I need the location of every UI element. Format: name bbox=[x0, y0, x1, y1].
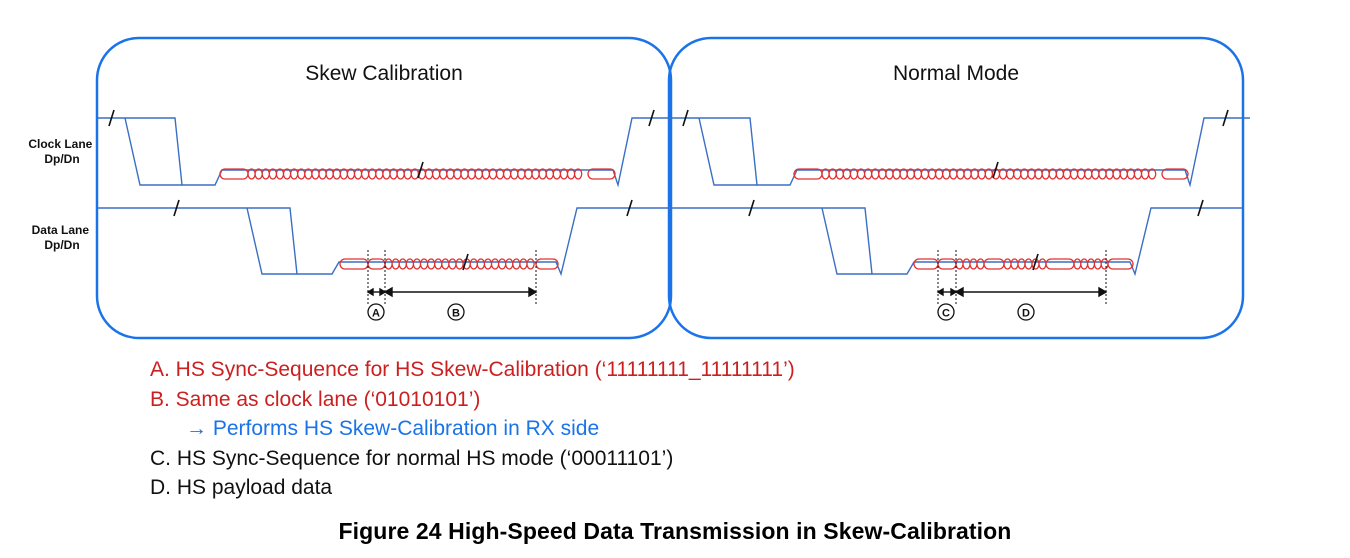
clock-lane-label: Clock Lane Dp/Dn bbox=[28, 137, 95, 166]
data-lane-label: Data Lane Dp/Dn bbox=[32, 223, 93, 252]
data-lane-signal-skew bbox=[97, 207, 671, 277]
skew-panel-title: Skew Calibration bbox=[305, 62, 463, 85]
break-mark bbox=[626, 199, 633, 217]
marker-b: B bbox=[447, 303, 465, 321]
marker-a-label: A bbox=[372, 308, 380, 320]
data-lane-signal-normal bbox=[671, 207, 1243, 277]
clock-lane-signal-skew bbox=[97, 117, 671, 188]
legend-item-c: C. HS Sync-Sequence for normal HS mode (… bbox=[150, 446, 674, 470]
break-mark bbox=[682, 109, 689, 127]
measure-guides bbox=[367, 250, 1107, 305]
marker-c-label: C bbox=[942, 308, 950, 320]
break-mark bbox=[1222, 109, 1229, 127]
hs-clock-burst-skew bbox=[219, 168, 616, 180]
legend-item-a: A. HS Sync-Sequence for HS Skew-Calibrat… bbox=[150, 358, 795, 381]
clock-lane-label-line1: Clock Lane bbox=[28, 137, 92, 151]
marker-c: C bbox=[937, 303, 955, 321]
break-mark bbox=[648, 109, 655, 127]
break-mark bbox=[1032, 253, 1039, 271]
break-mark bbox=[173, 199, 180, 217]
marker-a: A bbox=[367, 303, 385, 321]
normal-mode-panel bbox=[667, 36, 1245, 340]
hs-clock-burst-normal bbox=[793, 168, 1189, 180]
timing-diagram: Skew Calibration Normal Mode Clock Lane … bbox=[28, 36, 1250, 340]
data-lane-label-line2: Dp/Dn bbox=[44, 238, 79, 252]
break-mark bbox=[417, 161, 424, 179]
marker-d-label: D bbox=[1022, 308, 1030, 320]
skew-calibration-panel bbox=[95, 36, 673, 340]
break-marks bbox=[108, 109, 1229, 271]
marker-d: D bbox=[1017, 303, 1035, 321]
break-mark bbox=[462, 253, 469, 271]
legend-item-b: B. Same as clock lane (‘01010101’) bbox=[150, 387, 481, 411]
hs-data-burst-skew bbox=[339, 258, 559, 270]
clock-lane-label-line2: Dp/Dn bbox=[44, 152, 79, 166]
hs-data-burst-normal bbox=[913, 258, 1134, 270]
data-lane-label-line1: Data Lane bbox=[32, 223, 90, 237]
break-mark bbox=[108, 109, 115, 127]
legend-list: A. HS Sync-Sequence for HS Skew-Calibrat… bbox=[150, 355, 795, 503]
measure-arrows bbox=[366, 286, 1108, 298]
legend-item-b-note: → Performs HS Skew-Calibration in RX sid… bbox=[186, 417, 600, 440]
break-mark bbox=[992, 161, 999, 179]
normal-panel-title: Normal Mode bbox=[893, 62, 1019, 85]
legend-item-d: D. HS payload data bbox=[150, 476, 333, 499]
clock-lane-signal-normal bbox=[671, 117, 1250, 188]
break-mark bbox=[748, 199, 755, 217]
marker-b-label: B bbox=[452, 308, 460, 320]
break-mark bbox=[1197, 199, 1204, 217]
figure-caption: Figure 24 High-Speed Data Transmission i… bbox=[338, 518, 1012, 544]
